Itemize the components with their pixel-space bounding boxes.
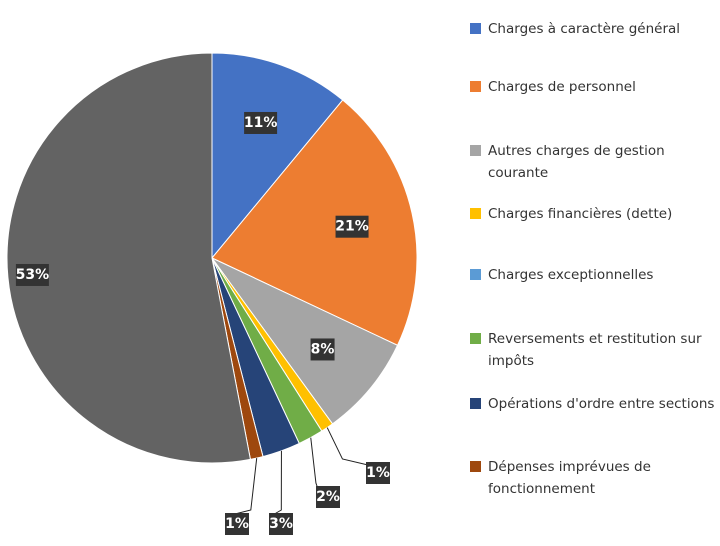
legend-entry: Reversements et restitution sur impôts xyxy=(470,328,720,372)
data-label-bg xyxy=(316,486,340,508)
legend-label: Dépenses imprévues de fonctionnement xyxy=(488,459,651,497)
legend-entry: Charges exceptionnelles xyxy=(470,264,720,286)
legend-label: Opérations d'ordre entre sections xyxy=(488,396,715,412)
legend-entry: Charges à caractère général xyxy=(470,18,720,40)
data-label: 3% xyxy=(269,516,293,532)
legend-swatch xyxy=(470,145,481,156)
data-label: 11% xyxy=(244,115,278,131)
legend-swatch xyxy=(470,23,481,34)
legend-swatch xyxy=(470,461,481,472)
legend-label: Autres charges de gestion courante xyxy=(488,143,665,181)
legend-label: Charges exceptionnelles xyxy=(488,267,654,283)
data-label-bg xyxy=(269,513,293,535)
leader-line xyxy=(270,450,282,517)
legend-entry: Charges financières (dette) xyxy=(470,203,720,225)
leader-line xyxy=(226,458,258,517)
legend-label: Charges à caractère général xyxy=(488,21,681,37)
data-label-bg xyxy=(335,215,369,238)
data-label: 53% xyxy=(16,267,50,283)
data-label: 8% xyxy=(311,341,335,357)
legend-entry: Opérations d'ordre entre sections xyxy=(470,393,720,415)
data-label: 21% xyxy=(335,219,369,235)
pie-slice xyxy=(211,257,399,425)
data-label: 1% xyxy=(366,465,390,481)
legend-entry: Autres charges de gestion courante xyxy=(470,140,720,184)
data-label: 2% xyxy=(316,489,340,505)
data-label-bg xyxy=(244,111,278,134)
pie-slice xyxy=(211,52,344,260)
pie-slice xyxy=(6,52,251,464)
pie-slice xyxy=(211,99,418,346)
leader-line xyxy=(326,427,369,466)
legend-entry: Charges de personnel xyxy=(470,76,720,98)
legend-label: Reversements et restitution sur impôts xyxy=(488,331,702,369)
data-label-bg xyxy=(225,513,249,535)
data-label-bg xyxy=(15,263,49,286)
legend-label: Charges de personnel xyxy=(488,79,636,95)
legend-swatch xyxy=(470,269,481,280)
legend-entry: Dépenses imprévues de fonctionnement xyxy=(470,456,720,500)
legend-swatch xyxy=(470,208,481,219)
legend-swatch xyxy=(470,333,481,344)
leader-line xyxy=(310,437,319,490)
data-label: 1% xyxy=(225,516,249,532)
data-label-bg xyxy=(310,338,335,361)
legend-label: Charges financières (dette) xyxy=(488,206,673,222)
data-label-bg xyxy=(366,462,390,484)
legend-swatch xyxy=(470,398,481,409)
legend-swatch xyxy=(470,81,481,92)
